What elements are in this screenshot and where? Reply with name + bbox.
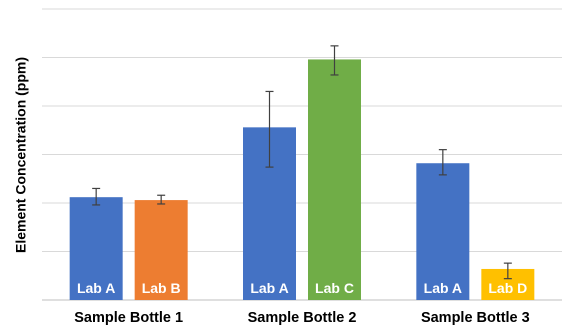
category-label: Sample Bottle 3 xyxy=(421,310,530,326)
bar-label: Lab A xyxy=(77,280,115,296)
bar-label: Lab A xyxy=(424,280,462,296)
bar-label: Lab D xyxy=(488,280,527,296)
bar xyxy=(69,197,123,300)
bar-label: Lab C xyxy=(315,280,354,296)
bars xyxy=(69,59,535,300)
category-labels: Sample Bottle 1 Sample Bottle 2 Sample Bot… xyxy=(74,310,529,326)
gridlines xyxy=(42,8,562,301)
error-bars xyxy=(92,45,512,280)
bar-label: Lab B xyxy=(142,280,181,296)
y-axis-label: Element Concentration (ppm) xyxy=(13,57,29,253)
category-label: Sample Bottle 1 xyxy=(74,310,183,326)
bar xyxy=(134,200,188,300)
bar-labels: Lab A Lab B Lab A Lab C Lab A Lab D xyxy=(77,280,527,296)
bar xyxy=(308,59,361,300)
bar-label: Lab A xyxy=(250,280,288,296)
bar xyxy=(416,163,470,300)
category-label: Sample Bottle 2 xyxy=(248,310,357,326)
